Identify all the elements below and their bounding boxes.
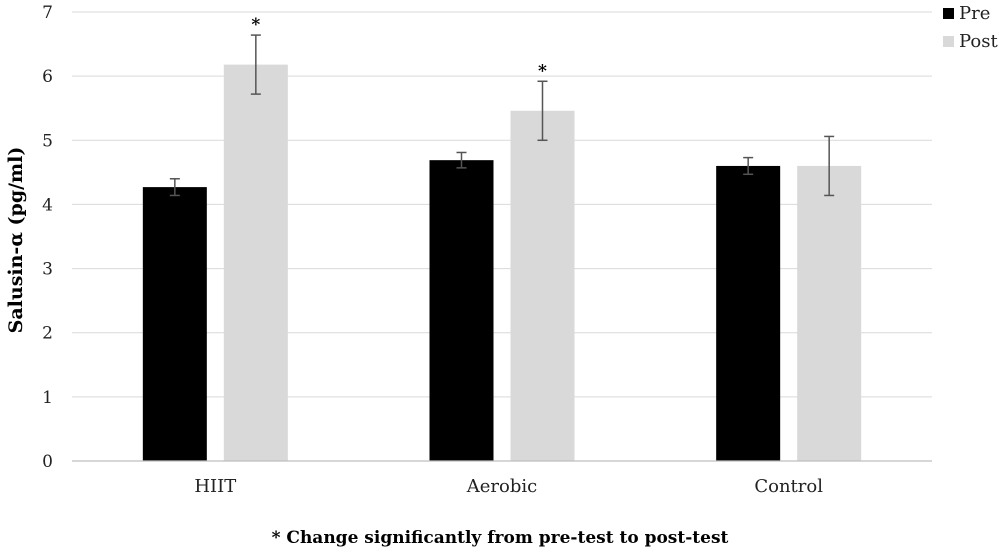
y-tick-label: 1 bbox=[42, 388, 53, 408]
gridlines bbox=[72, 11, 932, 398]
y-tick-label: 4 bbox=[42, 195, 53, 215]
significance-asterisk: * bbox=[538, 61, 547, 81]
legend-label: Post bbox=[959, 31, 998, 52]
significance-asterisk: * bbox=[251, 15, 260, 35]
category-label: Control bbox=[754, 476, 823, 497]
y-tick-label: 7 bbox=[42, 3, 53, 23]
legend-label: Pre bbox=[959, 3, 990, 24]
y-tick-label: 5 bbox=[42, 131, 53, 151]
legend-swatch-post bbox=[943, 36, 954, 47]
bar-post bbox=[223, 64, 288, 462]
y-tick-label: 6 bbox=[42, 67, 53, 87]
bars bbox=[142, 64, 862, 462]
error-bars bbox=[169, 34, 835, 197]
bar-pre bbox=[429, 160, 494, 462]
bar-post bbox=[797, 165, 862, 461]
significance-footnote: * Change significantly from pre-test to … bbox=[271, 528, 729, 548]
category-label: Aerobic bbox=[466, 476, 537, 497]
significance-markers: ** bbox=[251, 15, 547, 81]
y-tick-label: 0 bbox=[42, 452, 53, 472]
y-axis-ticks: 0 1 2 3 4 5 6 7 bbox=[42, 3, 53, 472]
legend-swatch-pre bbox=[943, 8, 954, 19]
y-tick-label: 3 bbox=[42, 260, 53, 280]
x-axis-categories: HIIT Aerobic Control bbox=[194, 476, 823, 497]
y-axis-label: Salusin-α (pg/ml) bbox=[5, 147, 27, 334]
category-label: HIIT bbox=[194, 476, 236, 497]
bar-post bbox=[510, 110, 575, 461]
bar-pre bbox=[142, 187, 207, 462]
y-tick-label: 2 bbox=[42, 324, 53, 344]
legend: Pre Post bbox=[943, 3, 998, 52]
bar-pre bbox=[716, 165, 781, 461]
